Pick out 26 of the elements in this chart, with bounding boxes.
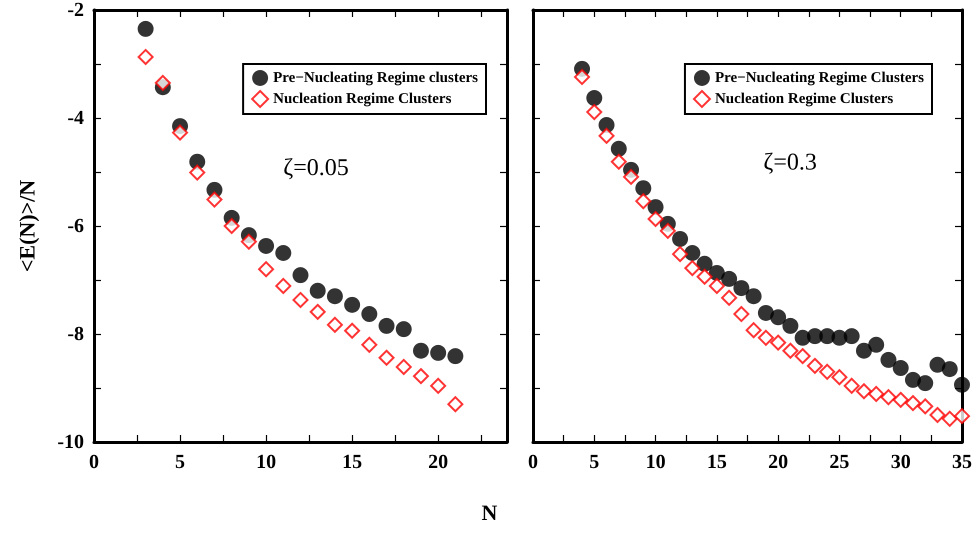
- annotation: ζ=0.3: [763, 149, 817, 176]
- x-tick-label: 20: [428, 451, 448, 473]
- y-tick-label: -2: [67, 0, 84, 21]
- legend-label: Pre−Nucleating Regime clusters: [273, 70, 478, 86]
- y-tick-label: -6: [67, 215, 84, 237]
- x-tick-label: 5: [175, 451, 186, 473]
- y-axis-title: <E(N)>/N: [14, 180, 40, 272]
- y-tick-label: -4: [67, 107, 84, 129]
- x-tick-label: 15: [706, 451, 727, 473]
- x-tick-label: 20: [768, 451, 788, 473]
- x-tick-label: 0: [528, 451, 538, 473]
- x-tick-label: 25: [829, 451, 850, 473]
- x-tick-label: 5: [589, 451, 600, 473]
- x-tick-label: 30: [890, 451, 911, 473]
- y-tick-label: -8: [67, 323, 84, 345]
- y-tick-label: -10: [57, 431, 84, 453]
- x-axis-title: N: [480, 500, 498, 526]
- legend-label: Pre−Nucleating Regime Clusters: [714, 70, 924, 86]
- x-tick-label: 0: [89, 451, 99, 473]
- annotation: ζ=0.05: [283, 154, 349, 181]
- x-tick-label: 15: [342, 451, 362, 473]
- x-tick-label: 10: [646, 451, 666, 473]
- legend-label: Nucleation Regime Clusters: [273, 91, 452, 107]
- x-tick-label: 35: [952, 451, 972, 473]
- legend-label: Nucleation Regime Clusters: [714, 91, 894, 107]
- x-tick-label: 10: [256, 451, 276, 473]
